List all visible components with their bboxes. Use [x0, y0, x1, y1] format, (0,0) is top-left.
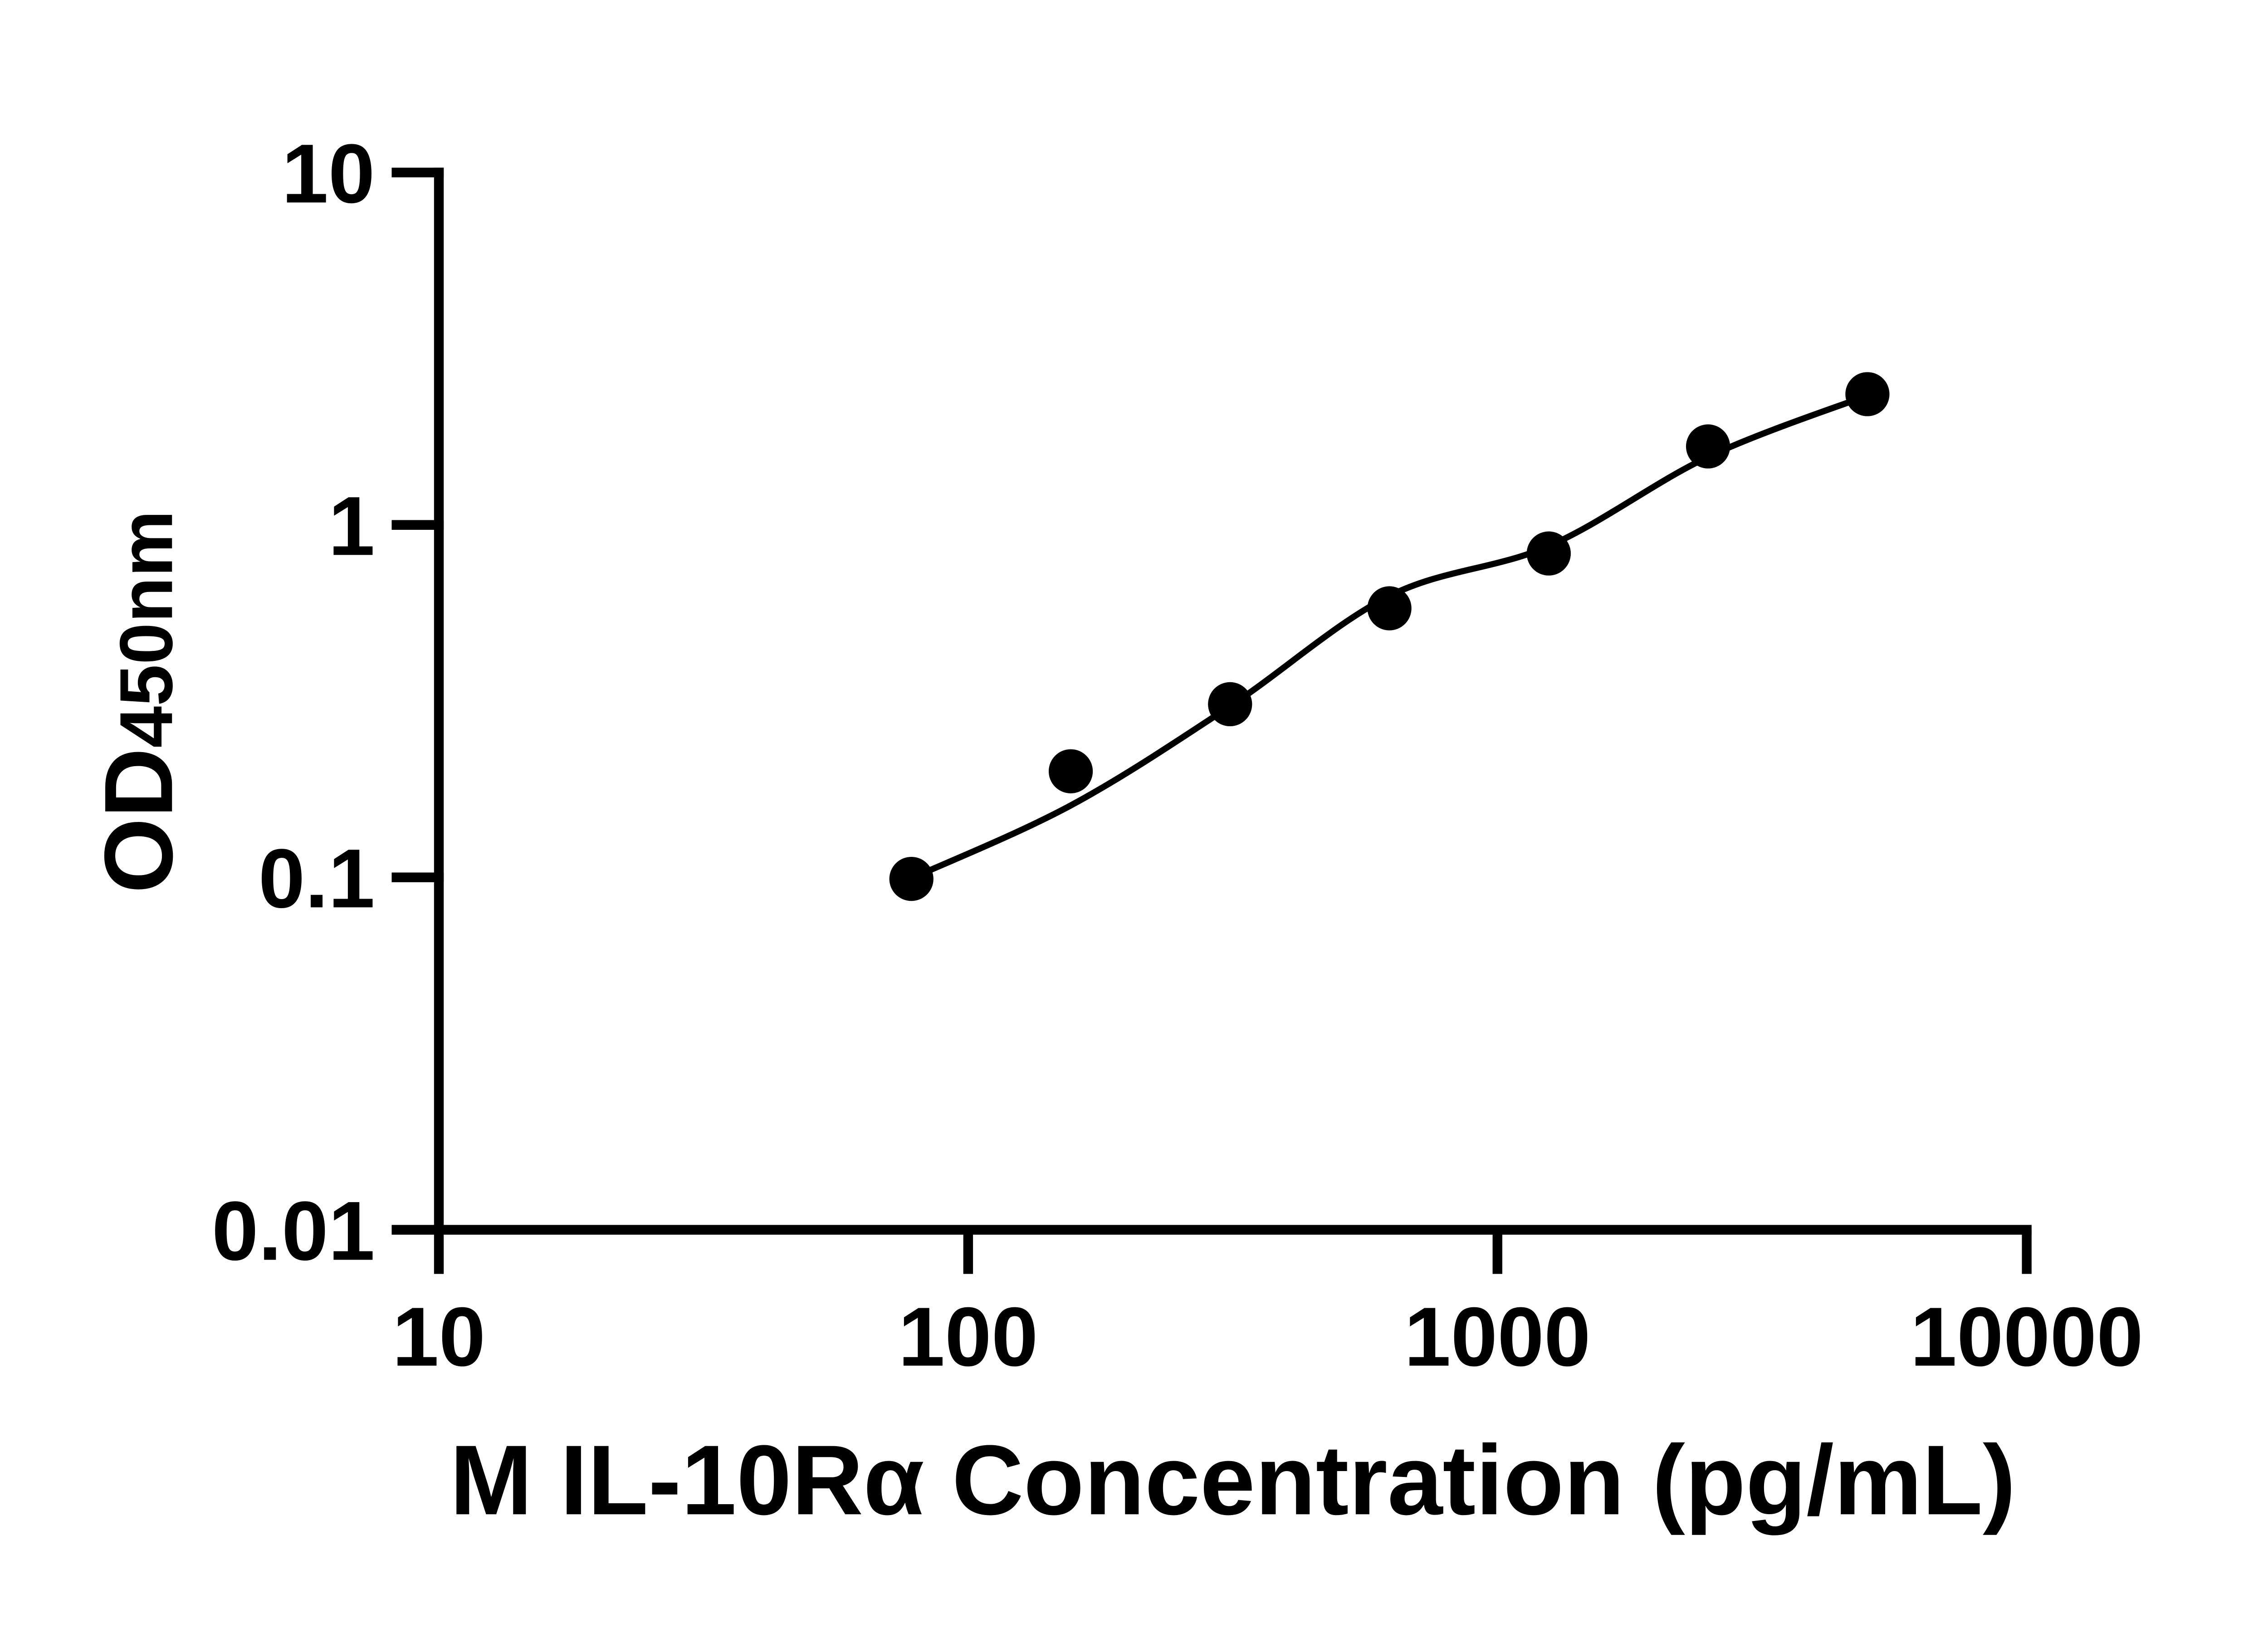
- data-point-2: [1048, 749, 1093, 793]
- ticks-group: [391, 167, 2032, 1274]
- standard-curve-fit-line: [910, 392, 1869, 881]
- data-point-6: [1686, 424, 1730, 469]
- y-axis-title: OD450nm: [84, 510, 193, 894]
- y-tick-label-0.1: 0.1: [259, 832, 375, 925]
- x-tick-label-10000: 10000: [1910, 1291, 2143, 1384]
- y-tick-label-0.01: 0.01: [212, 1184, 375, 1278]
- data-point-4: [1367, 586, 1412, 631]
- x-axis-title: M IL-10Rα Concentration (pg/mL): [450, 1425, 2016, 1535]
- y-axis-title-main: OD: [84, 748, 193, 894]
- data-point-5: [1526, 531, 1571, 576]
- y-tick-label-10: 10: [282, 127, 375, 220]
- x-tick-label-100: 100: [898, 1291, 1038, 1384]
- plot-group: [889, 372, 1890, 901]
- y-axis-title-subscript: 450nm: [104, 510, 188, 748]
- data-point-3: [1208, 682, 1252, 727]
- data-point-7: [1845, 372, 1890, 416]
- x-tick-label-1000: 1000: [1404, 1291, 1591, 1384]
- y-tick-label-1: 1: [328, 479, 375, 573]
- data-point-1: [889, 856, 934, 901]
- axes-group: [434, 167, 2032, 1235]
- x-tick-label-10: 10: [392, 1291, 485, 1384]
